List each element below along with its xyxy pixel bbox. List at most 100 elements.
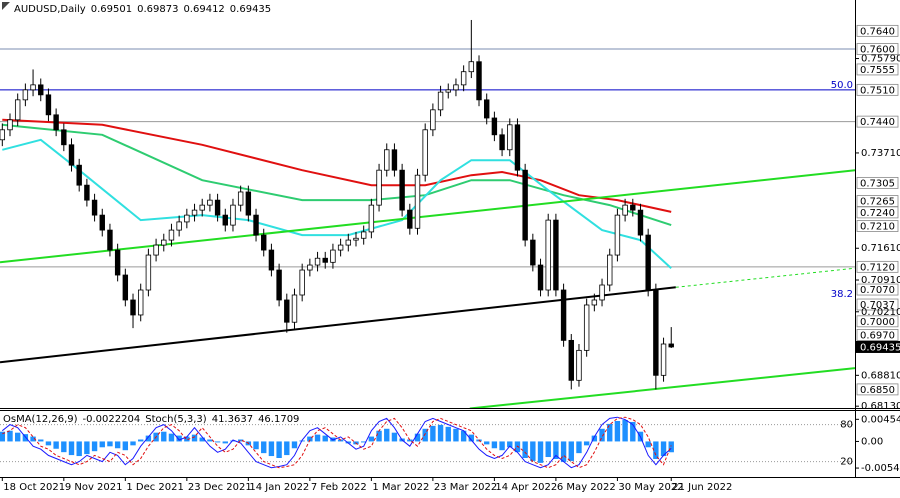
- candle-body: [645, 234, 651, 291]
- osma-bar: [84, 441, 90, 455]
- candle-body: [214, 199, 221, 216]
- osma-bar: [560, 441, 567, 462]
- osma-bar: [168, 433, 175, 442]
- candle-body: [322, 257, 328, 263]
- sub-tick-label: -0.0054649: [861, 463, 900, 474]
- osma-bar: [484, 441, 490, 445]
- osma-bar: [530, 441, 536, 461]
- osma-bar: [284, 441, 290, 456]
- header-text: 0.69435: [230, 4, 271, 15]
- level-label-box: [856, 63, 899, 76]
- candle-body: [568, 339, 574, 381]
- candle-body: [145, 254, 152, 291]
- sub-tick-label: 0.00: [861, 436, 883, 447]
- candle-body: [391, 149, 398, 171]
- osma-bar: [468, 434, 475, 442]
- level-label: 0.6970: [860, 330, 895, 341]
- candle-body: [368, 204, 375, 233]
- x-tick-label: 6 May 2022: [557, 482, 616, 493]
- osma-bar: [407, 439, 413, 442]
- level-label-box: [856, 315, 899, 328]
- osma-bar: [322, 435, 328, 442]
- level-label: 0.7305: [860, 178, 895, 189]
- candle-body: [653, 289, 659, 376]
- candle-body: [545, 219, 551, 291]
- current-price-box: [856, 340, 900, 353]
- osma-bar: [91, 441, 98, 452]
- candle-body: [122, 274, 129, 301]
- osma-bar: [591, 435, 598, 442]
- candle-body: [437, 91, 444, 111]
- osma-bar: [445, 426, 451, 442]
- candle-body: [468, 61, 475, 73]
- indicator-panel: [0, 416, 855, 469]
- overlay-line: [2, 138, 672, 269]
- level-label: 0.7440: [860, 117, 895, 128]
- candle-body: [161, 239, 167, 246]
- level-label: 0.7265: [860, 197, 895, 208]
- candle-body: [460, 71, 467, 86]
- annotation: 50.0: [831, 80, 853, 91]
- x-tick-label: 23 Dec 2021: [188, 482, 252, 493]
- header-text: 0.69412: [183, 4, 224, 15]
- candle-body: [630, 204, 636, 211]
- candle-body: [314, 257, 321, 266]
- candle-body: [422, 129, 428, 176]
- osma-bar: [376, 430, 382, 442]
- level-label-box: [856, 43, 899, 55]
- candle-body: [68, 144, 75, 166]
- candle-body: [253, 214, 259, 236]
- sub-tick-label: 0.0045431: [861, 414, 900, 425]
- osma-bar: [45, 441, 52, 446]
- candle-body: [7, 119, 13, 131]
- y-tick-label: 0.68810: [861, 370, 900, 381]
- candle-body: [38, 84, 44, 96]
- level-label: 0.7000: [860, 317, 895, 328]
- y-tick-label: 0.75790: [861, 54, 900, 65]
- overlay-line: [2, 118, 672, 213]
- candle-body: [0, 129, 6, 141]
- osma-bar: [0, 431, 5, 442]
- osma-bar: [253, 441, 259, 450]
- osma-bar: [138, 439, 144, 442]
- osma-bar: [176, 435, 182, 442]
- osma-bar: [7, 430, 13, 442]
- candle-body: [483, 99, 490, 119]
- header-text: AUDUSD,Daily: [14, 4, 86, 15]
- candle-body: [607, 254, 613, 286]
- level-label: 0.7640: [860, 26, 895, 37]
- osma-bar: [22, 434, 29, 442]
- x-tick-label: 1 Dec 2021: [126, 482, 184, 493]
- osma-bar: [345, 441, 351, 444]
- osma-bar: [453, 428, 459, 442]
- candle-body: [307, 264, 313, 271]
- osma-bar: [630, 421, 636, 442]
- candle-body: [499, 134, 505, 151]
- candle-body: [237, 191, 244, 206]
- candle-body: [230, 204, 236, 226]
- osma-bar: [422, 428, 428, 442]
- level-label: 0.7120: [860, 262, 895, 273]
- candle-body: [107, 229, 113, 251]
- header-text: 0.69873: [137, 4, 178, 15]
- x-tick-label: 18 Oct 2021: [3, 482, 65, 493]
- level-label-box: [856, 115, 899, 128]
- candle-body: [337, 244, 344, 251]
- indicator-header: Stoch(5,3,3): [145, 414, 207, 425]
- level-label: 0.7037: [860, 300, 895, 311]
- current-price: 0.69435: [860, 342, 900, 353]
- osma-bar: [653, 441, 659, 459]
- overlay-line: [469, 367, 855, 408]
- candle-body: [268, 249, 275, 271]
- y-tick-label: 0.70910: [861, 275, 900, 286]
- candle-body: [576, 349, 582, 381]
- candle-body: [61, 129, 67, 146]
- osma-bar: [207, 439, 213, 442]
- osma-bar: [130, 441, 136, 446]
- candle-body: [637, 209, 644, 236]
- indicator-header: 41.3637: [212, 414, 253, 425]
- candle-body: [622, 204, 628, 216]
- candle-body: [345, 239, 352, 246]
- osma-bar: [360, 441, 367, 443]
- overlay-line: [675, 267, 855, 288]
